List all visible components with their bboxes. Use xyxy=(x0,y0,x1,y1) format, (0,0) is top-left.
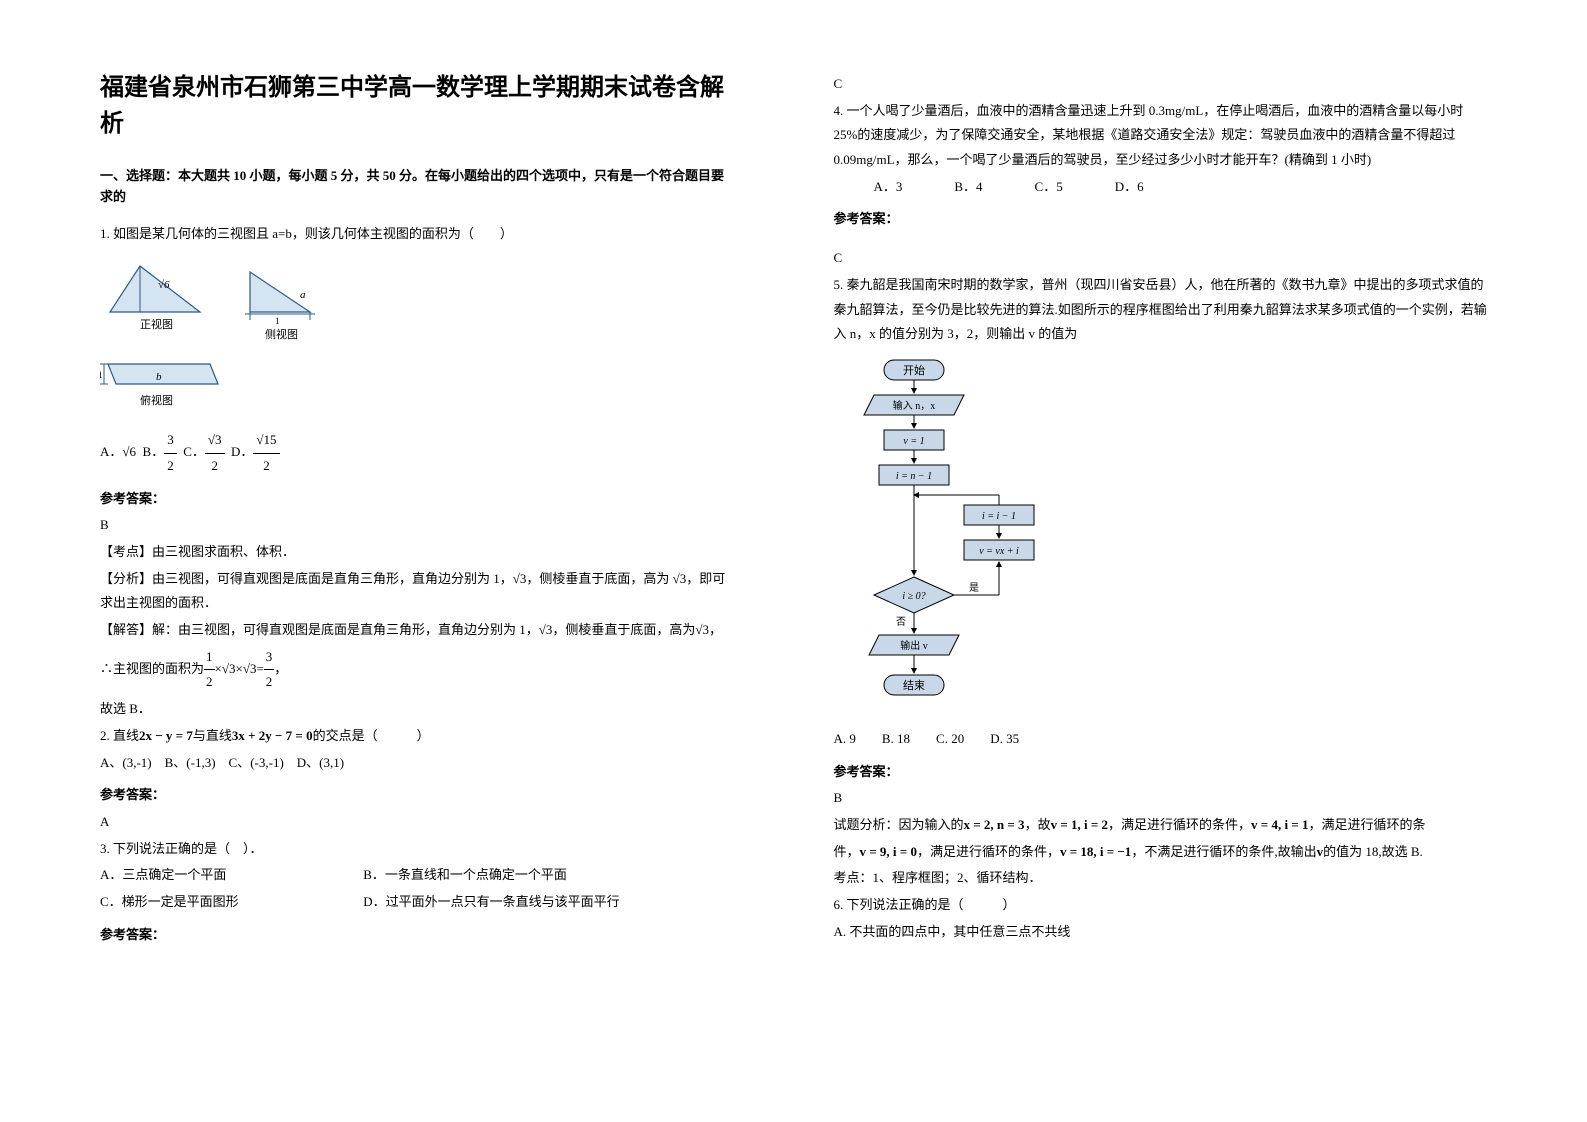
svg-text:是: 是 xyxy=(969,582,979,594)
q5-fx2e: ，不满足进行循环的条件,故输出 xyxy=(1131,844,1316,859)
q5-fx2: 件，v = 9, i = 0，满足进行循环的条件，v = 18, i = −1，… xyxy=(834,840,1488,865)
page-right: C 4. 一个人喝了少量酒后，血液中的酒精含量迅速上升到 0.3mg/mL，在停… xyxy=(794,0,1587,989)
q1-answer: B xyxy=(100,513,734,538)
q2-stem-a: 2. 直线 xyxy=(100,728,139,743)
svg-text:1: 1 xyxy=(275,316,280,326)
q4-answer-label: 参考答案： xyxy=(834,207,1488,232)
svg-text:i = i − 1: i = i − 1 xyxy=(981,511,1015,522)
q5-fx1a: 试题分析：因为输入的 xyxy=(834,817,964,832)
section1-heading: 一、选择题：本大题共 10 小题，每小题 5 分，共 50 分。在每小题给出的四… xyxy=(100,166,734,208)
q5-fx1b: x = 2, n = 3 xyxy=(964,817,1025,832)
q1-stem: 1. 如图是某几何体的三视图且 a=b，则该几何体主视图的面积为（ ） xyxy=(100,222,734,247)
q2-answer: A xyxy=(100,810,734,835)
q5-stem: 5. 秦九韶是我国南宋时期的数学家，普州（现四川省安岳县）人，他在所著的《数书九… xyxy=(834,273,1488,347)
svg-text:i = n − 1: i = n − 1 xyxy=(895,471,931,482)
q6-stem: 6. 下列说法正确的是（ ） xyxy=(834,893,1488,918)
q2-options: A、(3,-1) B、(-1,3) C、(-3,-1) D、(3,1) xyxy=(100,751,734,776)
q3-optB: B．一条直线和一个点确定一个平面 xyxy=(363,867,567,882)
q2-stem-c: 的交点是（ ） xyxy=(313,728,430,743)
svg-text:结束: 结束 xyxy=(903,679,925,692)
q5-fx1: 试题分析：因为输入的x = 2, n = 3，故v = 1, i = 2，满足进… xyxy=(834,813,1488,838)
q2-stem: 2. 直线2x − y = 7与直线3x + 2y − 7 = 0的交点是（ ） xyxy=(100,724,734,749)
q5-options: A. 9 B. 18 C. 20 D. 35 xyxy=(834,727,1488,752)
svg-text:侧视图: 侧视图 xyxy=(265,327,298,341)
q1-jd3: 故选 B． xyxy=(100,697,734,722)
q5-fx1c: ，故 xyxy=(1025,817,1051,832)
q5-fx2b: v = 9, i = 0 xyxy=(860,844,917,859)
q3-answer: C xyxy=(834,72,1488,97)
svg-text:开始: 开始 xyxy=(903,363,925,377)
q5-fx2a: 件， xyxy=(834,844,860,859)
q4-answer: C xyxy=(834,246,1488,271)
svg-text:否: 否 xyxy=(896,616,906,628)
q2-eq2: 3x + 2y − 7 = 0 xyxy=(232,728,313,743)
q1-options: A．√6 B．32 C．√32 D．√152 xyxy=(100,428,734,478)
q1-figure-top: 1 b 俯视图 xyxy=(100,356,734,420)
svg-text:b: b xyxy=(156,371,162,383)
q4-stem: 4. 一个人喝了少量酒后，血液中的酒精含量迅速上升到 0.3mg/mL，在停止喝… xyxy=(834,99,1488,173)
q5-fx1f: v = 4, i = 1 xyxy=(1251,817,1308,832)
q3-optA: A．三点确定一个平面 xyxy=(100,863,360,888)
q2-stem-b: 与直线 xyxy=(193,728,232,743)
q3-optD: D．过平面外一点只有一条直线与该平面平行 xyxy=(363,894,619,909)
q2-eq1: 2x − y = 7 xyxy=(139,728,193,743)
q3-answer-label: 参考答案： xyxy=(100,923,734,948)
q5-fx1g: ，满足进行循环的条 xyxy=(1308,817,1425,832)
q5-fx1e: ，满足进行循环的条件， xyxy=(1108,817,1251,832)
q5-fx1d: v = 1, i = 2 xyxy=(1051,817,1108,832)
q5-fx2c: ，满足进行循环的条件， xyxy=(917,844,1060,859)
q5-fx2g: 的值为 18,故选 B. xyxy=(1323,844,1423,859)
svg-text:v = 1: v = 1 xyxy=(903,436,924,447)
q1-kp: 【考点】由三视图求面积、体积． xyxy=(100,540,734,565)
q5-kp: 考点：1、程序框图；2、循环结构． xyxy=(834,866,1488,891)
page-left: 福建省泉州市石狮第三中学高一数学理上学期期末试卷含解析 一、选择题：本大题共 1… xyxy=(0,0,794,989)
q3-optC: C．梯形一定是平面图形 xyxy=(100,890,360,915)
svg-text:俯视图: 俯视图 xyxy=(140,393,173,407)
q1-answer-label: 参考答案： xyxy=(100,487,734,512)
q1-fx: 【分析】由三视图，可得直观图是底面是直角三角形，直角边分别为 1，√3，侧棱垂直… xyxy=(100,567,734,616)
q4-options: A．3 B．4 C．5 D．6 xyxy=(874,175,1488,200)
q5-flowchart: 开始 输入 n，x v = 1 i = n − 1 i = i − 1 v = … xyxy=(834,355,1488,719)
svg-text:v = vx + i: v = vx + i xyxy=(979,546,1019,557)
q6-optA: A. 不共面的四点中，其中任意三点不共线 xyxy=(834,920,1488,945)
q3-stem: 3. 下列说法正确的是（ ）． xyxy=(100,837,734,862)
svg-text:输出 v: 输出 v xyxy=(900,639,928,652)
q5-fx2d: v = 18, i = −1 xyxy=(1060,844,1131,859)
svg-text:1: 1 xyxy=(100,370,103,380)
q3-row1: A．三点确定一个平面 B．一条直线和一个点确定一个平面 xyxy=(100,863,734,888)
svg-text:√6: √6 xyxy=(158,279,170,291)
q1-jd1: 【解答】解：由三视图，可得直观图是底面是直角三角形，直角边分别为 1，√3，侧棱… xyxy=(100,618,734,643)
doc-title: 福建省泉州市石狮第三中学高一数学理上学期期末试卷含解析 xyxy=(100,70,734,142)
q1-figure-views: √6 正视图 a 1 侧视图 xyxy=(100,254,734,348)
svg-text:输入 n，x: 输入 n，x xyxy=(892,399,935,412)
q1-jd2: ∴主视图的面积为12×√3×√3=32， xyxy=(100,645,734,695)
q5-answer: B xyxy=(834,786,1488,811)
q2-answer-label: 参考答案： xyxy=(100,783,734,808)
svg-text:a: a xyxy=(300,289,306,301)
svg-text:i ≥ 0?: i ≥ 0? xyxy=(902,591,925,602)
q5-answer-label: 参考答案： xyxy=(834,760,1488,785)
q3-row2: C．梯形一定是平面图形 D．过平面外一点只有一条直线与该平面平行 xyxy=(100,890,734,915)
svg-text:正视图: 正视图 xyxy=(140,317,173,331)
